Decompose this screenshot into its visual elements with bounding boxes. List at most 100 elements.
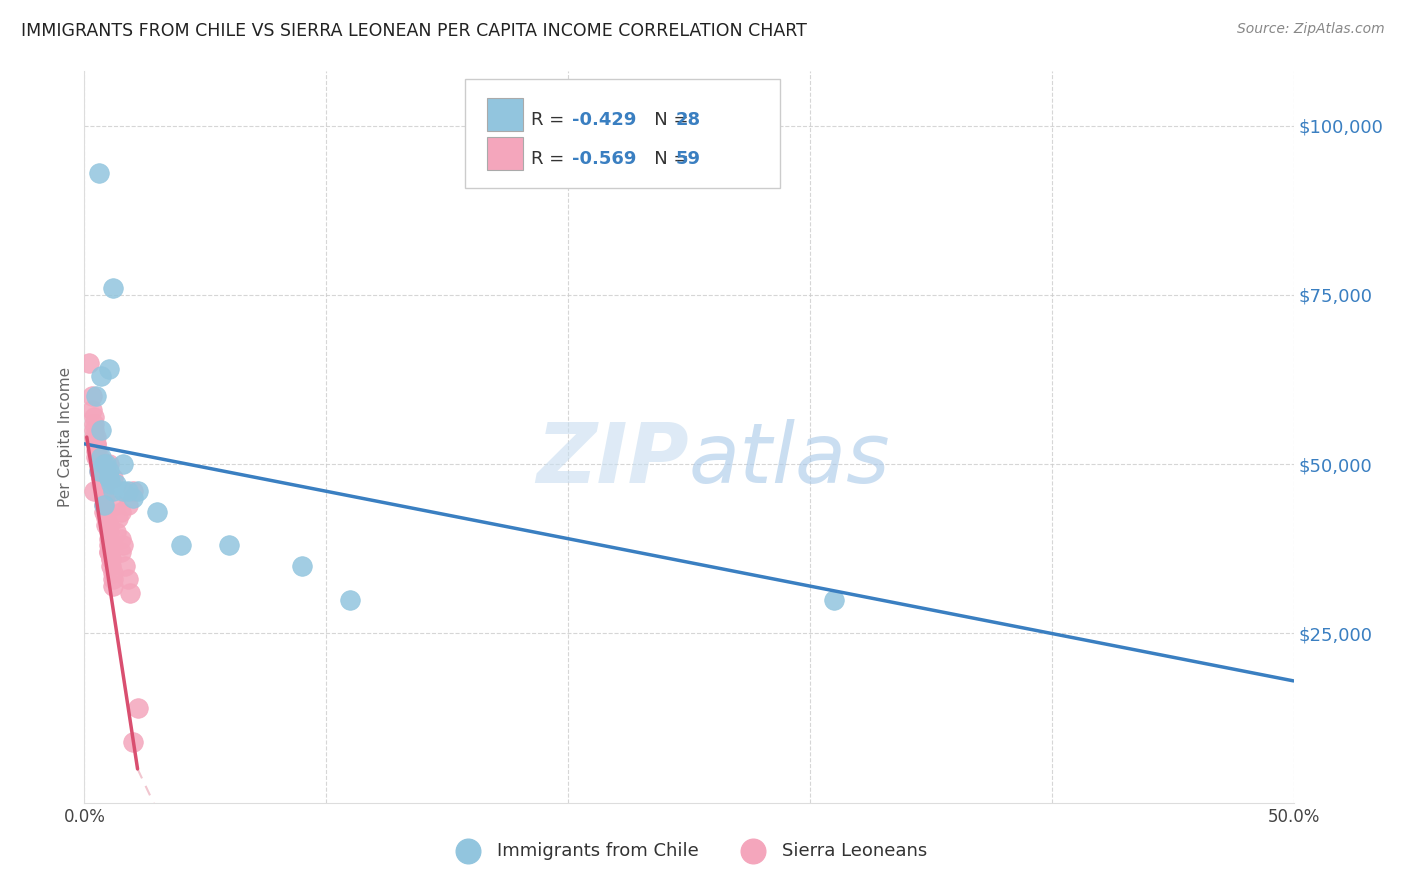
Point [93, 505, 115, 519]
Point [100, 477, 122, 491]
Point [97, 471, 120, 485]
Point [87, 450, 110, 465]
Point [97, 362, 120, 376]
Point [127, 701, 149, 715]
Text: ZIP: ZIP [536, 418, 689, 500]
Point [100, 558, 122, 573]
Point [90, 423, 112, 437]
Text: R =: R = [530, 112, 569, 129]
Point [87, 457, 110, 471]
Point [103, 471, 125, 485]
Point [87, 166, 110, 180]
Point [93, 457, 115, 471]
Point [93, 477, 115, 491]
Point [110, 505, 132, 519]
Point [107, 511, 129, 525]
Point [90, 369, 112, 384]
Point [83, 484, 105, 499]
Point [104, 498, 127, 512]
Point [97, 524, 120, 539]
Point [90, 471, 112, 485]
Point [86, 430, 108, 444]
Point [114, 558, 136, 573]
Point [100, 552, 122, 566]
Point [93, 498, 115, 512]
Text: -0.429: -0.429 [572, 112, 636, 129]
Point [83, 409, 105, 424]
Point [823, 592, 845, 607]
Point [97, 518, 120, 533]
Point [146, 505, 169, 519]
Point [97, 545, 120, 559]
Point [97, 538, 120, 552]
Point [104, 477, 127, 491]
Point [291, 558, 314, 573]
Point [103, 572, 125, 586]
Point [93, 491, 115, 505]
Point [97, 545, 120, 559]
Point [110, 545, 132, 559]
Point [103, 484, 125, 499]
Point [170, 538, 193, 552]
Text: 28: 28 [676, 112, 700, 129]
Point [86, 437, 108, 451]
Text: N =: N = [637, 150, 695, 168]
Point [117, 572, 139, 586]
Point [83, 417, 105, 431]
Point [120, 586, 142, 600]
Point [127, 484, 149, 499]
Point [218, 538, 240, 552]
Y-axis label: Per Capita Income: Per Capita Income [58, 367, 73, 508]
Point [83, 430, 105, 444]
Point [94, 505, 117, 519]
Text: Source: ZipAtlas.com: Source: ZipAtlas.com [1237, 22, 1385, 37]
Point [94, 457, 117, 471]
Point [112, 457, 135, 471]
Point [112, 538, 135, 552]
Text: N =: N = [637, 112, 695, 129]
Point [94, 518, 117, 533]
Point [90, 450, 112, 465]
Point [121, 735, 143, 749]
Point [90, 464, 112, 478]
Point [97, 471, 120, 485]
Point [104, 524, 127, 539]
Point [103, 281, 125, 295]
Point [90, 464, 112, 478]
Point [87, 464, 110, 478]
Point [80, 403, 103, 417]
Point [103, 579, 125, 593]
Text: atlas: atlas [689, 418, 890, 500]
Point [121, 491, 143, 505]
Legend: Immigrants from Chile, Sierra Leoneans: Immigrants from Chile, Sierra Leoneans [443, 835, 935, 867]
Text: 59: 59 [676, 150, 700, 168]
Point [94, 511, 117, 525]
Point [86, 437, 108, 451]
Point [103, 566, 125, 580]
Point [80, 389, 103, 403]
Point [117, 484, 139, 499]
Point [97, 532, 120, 546]
Point [121, 484, 143, 499]
FancyBboxPatch shape [465, 78, 780, 188]
Point [339, 592, 361, 607]
Point [86, 389, 108, 403]
Point [77, 355, 100, 369]
Text: R =: R = [530, 150, 569, 168]
Point [97, 464, 120, 478]
Point [87, 464, 110, 478]
Point [100, 552, 122, 566]
Point [83, 423, 105, 437]
Point [97, 457, 120, 471]
Point [93, 484, 115, 499]
Point [90, 477, 112, 491]
Text: IMMIGRANTS FROM CHILE VS SIERRA LEONEAN PER CAPITA INCOME CORRELATION CHART: IMMIGRANTS FROM CHILE VS SIERRA LEONEAN … [21, 22, 807, 40]
Point [117, 498, 139, 512]
Point [93, 491, 115, 505]
FancyBboxPatch shape [486, 98, 523, 131]
Point [86, 443, 108, 458]
Point [87, 457, 110, 471]
Point [110, 532, 132, 546]
Text: -0.569: -0.569 [572, 150, 636, 168]
Point [86, 450, 108, 465]
